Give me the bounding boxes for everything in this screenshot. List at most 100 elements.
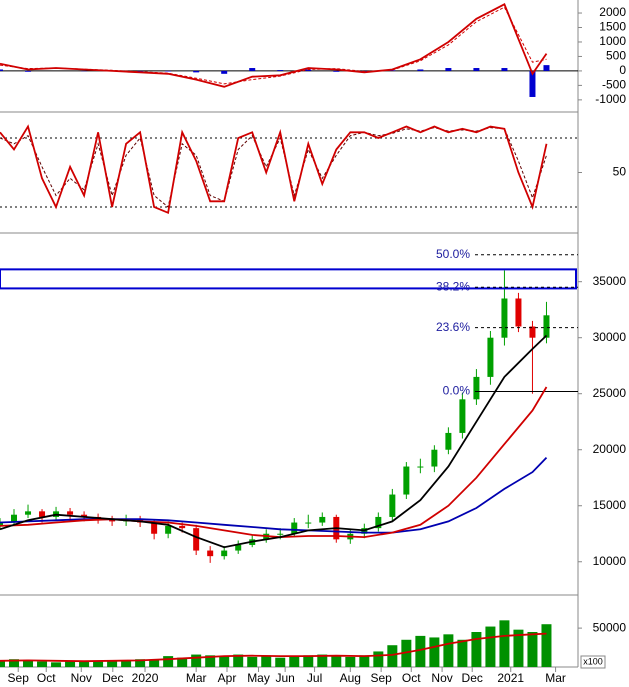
bar [333,70,340,72]
x-tick-label: Apr [218,671,237,685]
bar [137,70,144,72]
candle-body [487,337,494,377]
bar [163,656,174,667]
unit-label: x100 [583,656,603,666]
candle-body [431,449,438,467]
bar [499,620,510,667]
bar [485,626,496,667]
bar [359,655,370,667]
candle-body [291,522,298,534]
x-tick-label: Mar [545,671,566,685]
bar [51,662,62,667]
candle-body [67,511,74,515]
unit-box [580,655,606,669]
candle-body [459,399,466,433]
y-tick-label: 1000 [599,34,626,48]
bar [65,661,76,667]
bar [79,660,90,667]
bar [389,70,396,71]
candle-body [207,550,214,557]
candle-body [39,511,46,517]
bar [221,70,228,74]
bar [305,69,312,71]
candle-body [0,522,3,526]
candle-body [25,511,32,515]
candle-body [417,466,424,468]
candle-body [403,466,410,495]
candle-body [445,432,452,450]
candle-body [515,298,522,327]
bar [249,68,256,71]
candle-body [165,525,172,534]
bar [0,660,5,667]
x-tick-label: Mar [186,671,207,685]
bar [445,68,452,71]
candle-body [193,528,200,551]
bar [0,69,3,71]
bar [121,660,132,667]
y-tick-label: 0 [619,63,626,77]
y-tick-label: 2000 [599,5,626,19]
y-tick-label: 1500 [599,20,626,34]
x-tick-label: Dec [462,671,483,685]
x-tick-label: May [247,671,270,685]
fib-label: 50.0% [436,247,470,261]
candle-body [543,315,550,338]
bar [289,656,300,667]
y-tick-label: 50000 [593,620,627,634]
bar [443,634,454,667]
candle-body [235,544,242,551]
fib-label: 23.6% [436,320,470,334]
bar [149,660,160,667]
y-tick-label: 30000 [593,330,627,344]
bar [345,656,356,667]
x-tick-label: Aug [340,671,361,685]
candle-body [81,514,88,517]
candle-body [501,298,508,338]
bar [93,661,104,667]
x-tick-label: Jun [275,671,294,685]
bar [457,639,468,667]
bar [25,70,32,72]
candle-body [375,516,382,529]
bar [373,651,384,667]
y-tick-label: -500 [602,78,626,92]
bar [135,659,146,667]
bar [541,624,552,667]
y-tick-label: 15000 [593,498,627,512]
candle-body [179,525,186,529]
bar [191,654,202,667]
bar [233,654,244,667]
bar [37,661,48,667]
candle-body [11,514,18,523]
bar [107,660,118,667]
bar [9,659,20,667]
bar [247,656,258,667]
x-tick-label: Oct [37,671,56,685]
line-series [0,124,548,215]
x-tick-label: 2020 [132,671,159,685]
y-tick-label: 20000 [593,442,627,456]
bar [543,65,550,71]
bar [429,637,440,667]
bar [471,632,482,667]
x-tick-label: Jul [307,671,322,685]
bar [513,629,524,667]
candle-body [529,326,536,338]
x-tick-label: 2021 [497,671,524,685]
candle-body [473,376,480,400]
bar [23,660,34,667]
bar [303,655,314,667]
bar [219,656,230,667]
bar [177,657,188,667]
bar [501,68,508,71]
x-tick-label: Dec [102,671,123,685]
bar [473,68,480,71]
bar [277,70,284,71]
line-series [0,3,548,88]
y-tick-label: 50 [613,165,627,179]
y-tick-label: 10000 [593,554,627,568]
y-tick-label: 500 [606,49,626,63]
y-tick-label: 35000 [593,274,627,288]
